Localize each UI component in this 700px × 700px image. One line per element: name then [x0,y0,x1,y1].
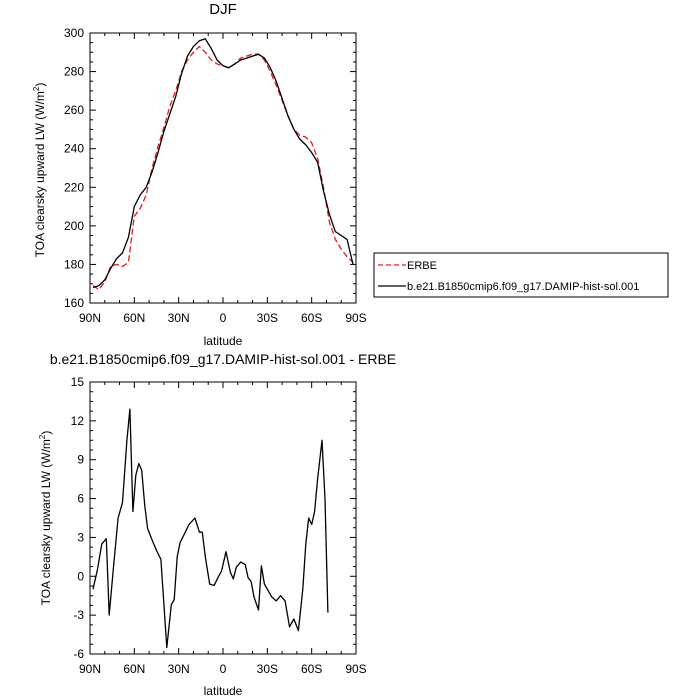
top-y-axis-label-sup: 2 [32,86,41,91]
bottom-y-tick-label: 6 [77,492,84,506]
top-series-line-0 [92,45,354,291]
top-y-tick-label: 240 [64,142,84,156]
top-y-tick-label: 200 [64,219,84,233]
bottom-x-tick-label: 60S [301,662,322,676]
top-x-tick-label: 60S [301,311,322,325]
bottom-y-tick-label: 3 [77,530,84,544]
legend-box [373,252,669,298]
legend: ERBE b.e21.B1850cmip6.f09_g17.DAMIP-hist… [373,252,669,298]
top-y-tick-label: 280 [64,65,84,79]
bottom-y-tick-label: -3 [73,608,84,622]
top-y-axis-label: TOA clearsky upward LW (W/m2) [32,83,47,258]
bottom-x-tick-label: 30S [257,662,278,676]
bottom-x-axis-label: latitude [204,684,243,698]
top-panel: DJF 90N 60N 30N 0 30S 60S 90S 160 180 200 220 240 2… [32,1,669,348]
top-x-tick-label: 60N [123,311,145,325]
top-y-tick-label: 260 [64,103,84,117]
bottom-title: b.e21.B1850cmip6.f09_g17.DAMIP-hist-sol.… [50,351,396,367]
top-x-tick-label: 30S [257,311,278,325]
bottom-panel: b.e21.B1850cmip6.f09_g17.DAMIP-hist-sol.… [38,351,396,698]
bottom-x-tick-label: 0 [220,662,227,676]
top-y-tick-label: 180 [64,257,84,271]
bottom-x-tick-label: 60N [123,662,145,676]
top-x-tick-label: 0 [220,311,227,325]
top-y-tick-label: 300 [64,26,84,40]
bottom-y-tick-label: 0 [77,569,84,583]
top-y-axis-label-close: ) [33,83,47,87]
legend-label-erbe: ERBE [407,260,437,272]
top-x-tick-label: 30N [168,311,190,325]
top-title: DJF [209,1,237,18]
bottom-x-tick-label: 90S [345,662,366,676]
legend-label-model: b.e21.B1850cmip6.f09_g17.DAMIP-hist-sol.… [407,281,639,293]
bottom-y-tick-label: 15 [71,375,85,389]
bottom-x-tick-label: 30N [168,662,190,676]
bottom-y-axis-label-close: ) [39,431,53,435]
top-series-line-1 [92,38,354,289]
bottom-y-axis-label-main: TOA clearsky upward LW (W/m [39,439,53,605]
bottom-y-tick-label: -6 [73,647,84,661]
bottom-series-line-0 [92,408,329,649]
top-x-tick-label: 90N [79,311,101,325]
top-y-axis-label-main: TOA clearsky upward LW (W/m [33,91,47,257]
bottom-y-axis-label: TOA clearsky upward LW (W/m2) [38,431,53,606]
top-x-tick-label: 90S [345,311,366,325]
top-y-tick-label: 160 [64,296,84,310]
top-y-tick-label: 220 [64,180,84,194]
top-x-axis-label: latitude [204,334,243,348]
bottom-y-axis-label-sup: 2 [38,434,47,439]
bottom-y-tick-label: 12 [71,414,85,428]
top-plot-frame [89,32,357,304]
bottom-y-tick-label: 9 [77,453,84,467]
bottom-x-tick-label: 90N [79,662,101,676]
